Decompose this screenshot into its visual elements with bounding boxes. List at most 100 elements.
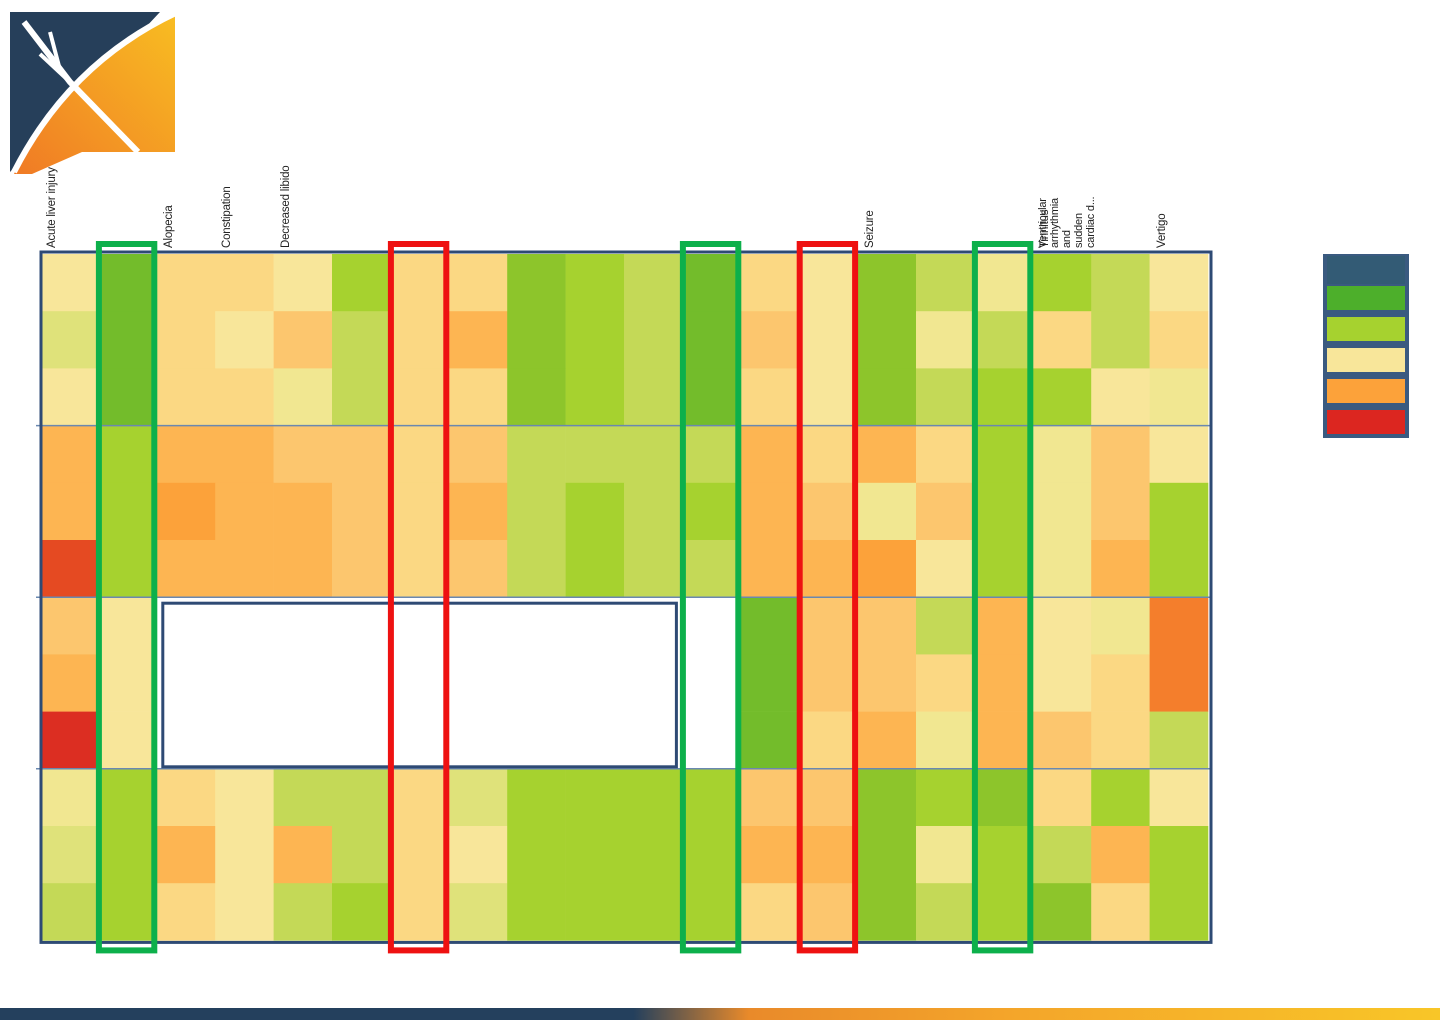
heatmap-cell (565, 883, 625, 941)
heatmap-cell (916, 368, 975, 426)
heatmap-cell (1149, 482, 1209, 541)
heatmap-cell (40, 540, 99, 598)
heatmap-cell (740, 425, 800, 484)
heatmap-cell (1149, 883, 1209, 941)
heatmap-cell (799, 540, 858, 598)
heatmap-cell (156, 482, 216, 541)
heatmap-cell (273, 425, 333, 484)
heatmap-cell (1091, 883, 1150, 941)
heatmap-cell (332, 482, 391, 541)
heatmap-cell (740, 597, 800, 655)
heatmap-cell (1149, 826, 1209, 884)
heatmap-cell (799, 826, 858, 884)
heatmap-cell (799, 254, 858, 312)
heatmap-cell (799, 883, 858, 941)
heatmap-cell (40, 368, 99, 426)
heatmap-cell (857, 540, 917, 598)
heatmap-cell (156, 311, 216, 369)
heatmap-cell (974, 826, 1034, 884)
legend-swatch (1327, 256, 1405, 284)
heatmap-cell (273, 768, 333, 827)
heatmap-cell (740, 311, 800, 369)
legend-swatch (1327, 410, 1405, 434)
heatmap-cell (507, 425, 566, 484)
heatmap-cell (740, 654, 800, 712)
heatmap-cell (974, 768, 1034, 827)
heatmap-cell (332, 254, 391, 312)
heatmap-cell (1032, 482, 1092, 541)
heatmap-cell (857, 368, 917, 426)
heatmap-cell (857, 425, 917, 484)
heatmap-cell (507, 540, 566, 598)
heatmap-cell (215, 311, 274, 369)
heatmap-cell (1149, 254, 1209, 312)
heatmap-cell (215, 883, 274, 941)
heatmap-cell (799, 768, 858, 827)
heatmap-cell (98, 768, 158, 827)
heatmap-cell (1091, 540, 1150, 598)
heatmap-cell (974, 597, 1034, 655)
heatmap-cell (273, 826, 333, 884)
heatmap-cell (40, 311, 99, 369)
heatmap-cell (1149, 711, 1209, 770)
heatmap-cell (799, 597, 858, 655)
legend-swatch (1327, 286, 1405, 310)
heatmap-cell (740, 711, 800, 770)
heatmap-cell (1032, 425, 1092, 484)
heatmap-cell (40, 826, 99, 884)
heatmap-cell (156, 826, 216, 884)
heatmap-cell (740, 883, 800, 941)
heatmap-cell (1032, 826, 1092, 884)
heatmap-cell (624, 826, 683, 884)
heatmap-cell (332, 768, 391, 827)
heatmap-cell (1091, 826, 1150, 884)
heatmap-cell (273, 368, 333, 426)
heatmap-cell (1091, 768, 1150, 827)
heatmap-cell (799, 425, 858, 484)
heatmap-cell (1091, 254, 1150, 312)
heatmap-cell (740, 254, 800, 312)
heatmap-cell (1032, 540, 1092, 598)
heatmap-cell (1091, 425, 1150, 484)
column-highlight-green (95, 241, 158, 954)
heatmap-cell (390, 482, 450, 541)
heatmap-cell (974, 311, 1034, 369)
heatmap-cell (565, 826, 625, 884)
heatmap-cell (740, 482, 800, 541)
heatmap-cell (390, 540, 450, 598)
heatmap-cell (857, 711, 917, 770)
heatmap-cell (624, 768, 683, 827)
heatmap-cell (974, 711, 1034, 770)
heatmap-cell (1149, 540, 1209, 598)
heatmap-cell (40, 425, 99, 484)
blank-region (161, 601, 678, 769)
heatmap-cell (448, 311, 508, 369)
heatmap-cell (565, 368, 625, 426)
heatmap-cell (507, 368, 566, 426)
heatmap-cell (507, 254, 566, 312)
heatmap-cell (799, 654, 858, 712)
heatmap-cell (507, 311, 566, 369)
heatmap-cell (740, 368, 800, 426)
heatmap-cell (215, 540, 274, 598)
heatmap-cell (1149, 597, 1209, 655)
heatmap-cell (1032, 654, 1092, 712)
heatmap-cell (215, 768, 274, 827)
heatmap-cell (40, 254, 99, 312)
heatmap-cell (916, 254, 975, 312)
heatmap-cell (565, 254, 625, 312)
heatmap-cell (916, 540, 975, 598)
heatmap-cell (740, 768, 800, 827)
heatmap-cell (916, 597, 975, 655)
heatmap-cell (448, 540, 508, 598)
heatmap-cell (507, 883, 566, 941)
heatmap-cell (624, 368, 683, 426)
heatmap-cell (390, 368, 450, 426)
heatmap-cell (40, 711, 99, 770)
heatmap-cell (40, 883, 99, 941)
heatmap-cell (682, 540, 742, 598)
heatmap-cell (98, 482, 158, 541)
heatmap-cell (1091, 711, 1150, 770)
heatmap-cell (448, 254, 508, 312)
heatmap-cell (740, 826, 800, 884)
